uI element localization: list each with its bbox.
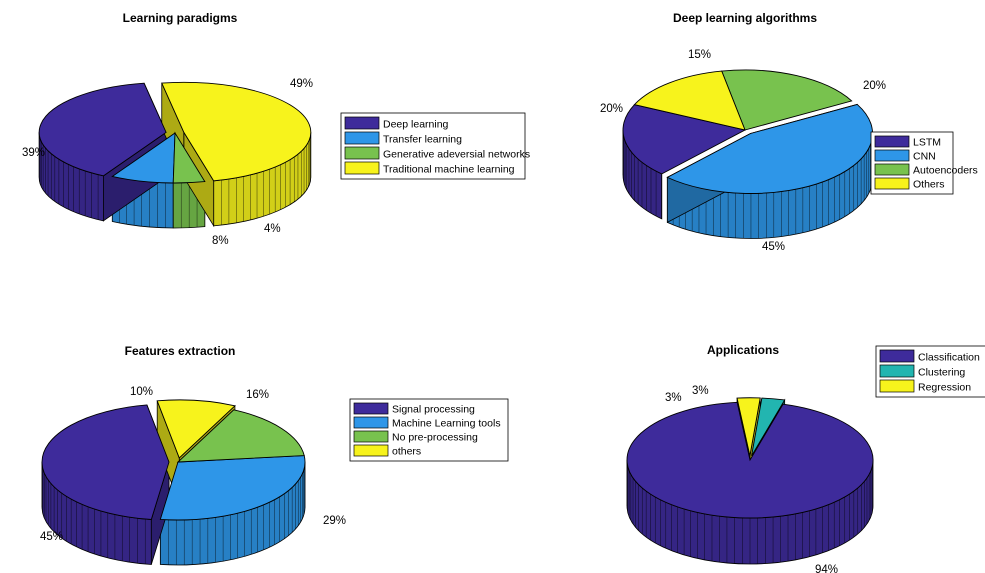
legend-entry: Regression bbox=[918, 382, 971, 394]
chart-title: Learning paradigms bbox=[123, 11, 238, 25]
slice-label: 8% bbox=[212, 235, 229, 247]
legend-entry: Traditional machine learning bbox=[383, 164, 515, 176]
legend-entry: Classification bbox=[918, 352, 980, 364]
legend-swatch bbox=[879, 349, 915, 363]
slice-label: 45% bbox=[762, 241, 785, 253]
legend-swatch bbox=[874, 135, 910, 148]
legend-swatch bbox=[874, 149, 910, 162]
legend-entry: Machine Learning tools bbox=[392, 418, 501, 430]
legend-swatch bbox=[353, 444, 389, 457]
slice-label: 39% bbox=[22, 147, 45, 159]
pie-slice-others bbox=[633, 70, 746, 131]
legend-entry: Clustering bbox=[918, 367, 965, 379]
pie-slice-others bbox=[156, 399, 236, 459]
legend-swatch bbox=[874, 163, 910, 176]
chart-features-extraction: Features extraction 45% 29% 16% 10% Signal pr… bbox=[40, 344, 509, 566]
legend-entry: Generative adeversial networks bbox=[383, 149, 530, 161]
legend-entry: Transfer learning bbox=[383, 134, 462, 146]
pie-slice-autoencoders bbox=[721, 69, 853, 131]
slice-label: 20% bbox=[600, 103, 623, 115]
slice-label: 3% bbox=[665, 392, 682, 404]
pie-slice-signal-processing bbox=[41, 404, 170, 520]
slice-label: 20% bbox=[863, 80, 886, 92]
slice-label: 15% bbox=[688, 49, 711, 61]
legend-swatch bbox=[344, 161, 380, 175]
slice-label: 3% bbox=[692, 385, 709, 397]
legend-entry: others bbox=[392, 446, 421, 458]
legend: Deep learning Transfer learning Generative… bbox=[340, 112, 530, 180]
legend-swatch bbox=[879, 364, 915, 378]
legend-swatch bbox=[353, 416, 389, 429]
pie-slice-clustering bbox=[751, 397, 786, 457]
chart-title: Features extraction bbox=[125, 344, 236, 358]
legend-swatch bbox=[344, 146, 380, 160]
chart-title: Deep learning algorithms bbox=[673, 11, 817, 25]
legend: LSTM CNN Autoencoders Others bbox=[870, 131, 978, 195]
legend-entry: Deep learning bbox=[383, 119, 449, 131]
slice-label: 29% bbox=[323, 515, 346, 527]
legend-entry: Autoencoders bbox=[913, 165, 978, 177]
pie-slice-classification bbox=[626, 401, 874, 519]
legend-swatch bbox=[874, 177, 910, 190]
legend-entry: Signal processing bbox=[392, 404, 475, 416]
legend-entry: No pre-processing bbox=[392, 432, 478, 444]
pie-slice-lstm bbox=[622, 104, 747, 175]
legend-entry: LSTM bbox=[913, 137, 941, 149]
legend-entry: Others bbox=[913, 179, 945, 191]
legend-swatch bbox=[344, 131, 380, 145]
pie-slice-cnn bbox=[666, 103, 873, 194]
legend-swatch bbox=[344, 116, 380, 130]
chart-title: Applications bbox=[707, 343, 779, 357]
pie-slice-deep-learning bbox=[38, 82, 167, 177]
legend: Signal processing Machine Learning tools N… bbox=[349, 398, 509, 462]
slice-label: 45% bbox=[40, 531, 63, 543]
pie-slice-generative-adeversial-networks bbox=[172, 131, 206, 184]
pie-slice-machine-learning-tools bbox=[159, 455, 306, 521]
chart-learning-paradigms: Learning paradigms 39% 8% 4% 49% Deep learnin… bbox=[22, 11, 530, 247]
slice-label: 94% bbox=[815, 564, 838, 573]
legend: Classification Clustering Regression bbox=[875, 345, 985, 398]
legend-swatch bbox=[353, 402, 389, 415]
pie-slice-no-pre-processing bbox=[176, 409, 305, 463]
chart-deep-learning-algorithms: Deep learning algorithms 20% 45% 20% 15% LSTM… bbox=[600, 11, 978, 253]
legend-swatch bbox=[353, 430, 389, 443]
slice-label: 4% bbox=[264, 223, 281, 235]
pie-slice-traditional-machine-learning bbox=[161, 81, 312, 182]
slice-label: 16% bbox=[246, 389, 269, 401]
legend-swatch bbox=[879, 379, 915, 393]
legend-entry: CNN bbox=[913, 151, 936, 163]
slice-label: 10% bbox=[130, 386, 153, 398]
slice-label: 49% bbox=[290, 78, 313, 90]
chart-applications: Applications 94% 3% 3% Classification Cluster… bbox=[626, 343, 985, 573]
pie-slice-regression bbox=[736, 397, 761, 456]
